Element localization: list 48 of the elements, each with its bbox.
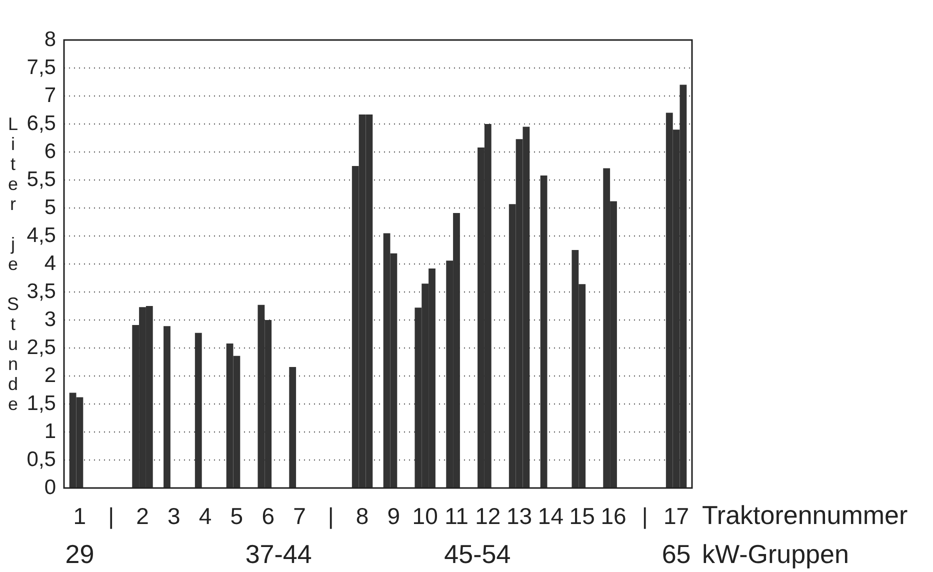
x-tick-label: 5: [230, 503, 244, 530]
x-tick-label: 9: [387, 503, 400, 530]
x-tick-label: 17: [664, 503, 690, 530]
y-tick-label: 2: [44, 364, 56, 387]
x-tick-label: 10: [412, 503, 438, 530]
x-tick-label: 8: [356, 503, 369, 530]
x-tick-label: 1: [73, 503, 86, 530]
x-tick-label: 4: [198, 503, 212, 530]
text: 29: [65, 539, 94, 570]
x-tick-label: 11: [444, 503, 468, 530]
y-tick-label: 8: [44, 28, 56, 51]
y-tick-label: 7,5: [26, 56, 56, 79]
x-tick-label: 13: [506, 503, 532, 530]
x-tick-label: 2: [136, 503, 149, 530]
text: 45-54: [444, 539, 511, 570]
y-tick-label: 1: [44, 420, 56, 443]
x-axis-title: Traktorennummer: [702, 500, 908, 530]
y-tick-label: 3,5: [26, 280, 56, 303]
text: kW-Gruppen: [702, 539, 849, 570]
y-tick-label: 6,5: [26, 112, 56, 135]
x-tick-label: |: [328, 503, 334, 530]
x-tick-label: 16: [600, 503, 626, 530]
text: 37-44: [245, 539, 312, 570]
y-tick-label: 6: [44, 140, 56, 163]
x-tick-label: 14: [538, 503, 564, 530]
x-tick-label: |: [108, 503, 114, 530]
y-tick-label: 4: [44, 252, 56, 275]
y-tick-label: 2,5: [26, 336, 56, 359]
bar: [164, 326, 170, 488]
y-tick-label: 5,5: [26, 168, 56, 191]
y-tick-label: 3: [44, 308, 56, 331]
x-tick-label: 6: [262, 503, 274, 530]
x-tick-label: 12: [475, 503, 501, 530]
y-tick-label: 0,5: [26, 448, 56, 471]
x-tick-label: 7: [293, 503, 306, 530]
x-tick-label: |: [642, 503, 648, 530]
y-tick-label: 1,5: [26, 392, 56, 415]
y-tick-label: 7: [44, 84, 56, 107]
x-tick-label: 15: [569, 503, 595, 530]
y-tick-label: 5: [44, 196, 56, 219]
x-tick-label: 3: [168, 503, 180, 530]
text: 65: [662, 539, 691, 570]
y-tick-label: 0: [44, 476, 56, 499]
text: Liter je Stunde: [6, 114, 19, 414]
y-tick-label: 4,5: [26, 224, 56, 247]
bar: [289, 367, 296, 488]
bar: [540, 176, 548, 488]
bar: [194, 332, 202, 488]
